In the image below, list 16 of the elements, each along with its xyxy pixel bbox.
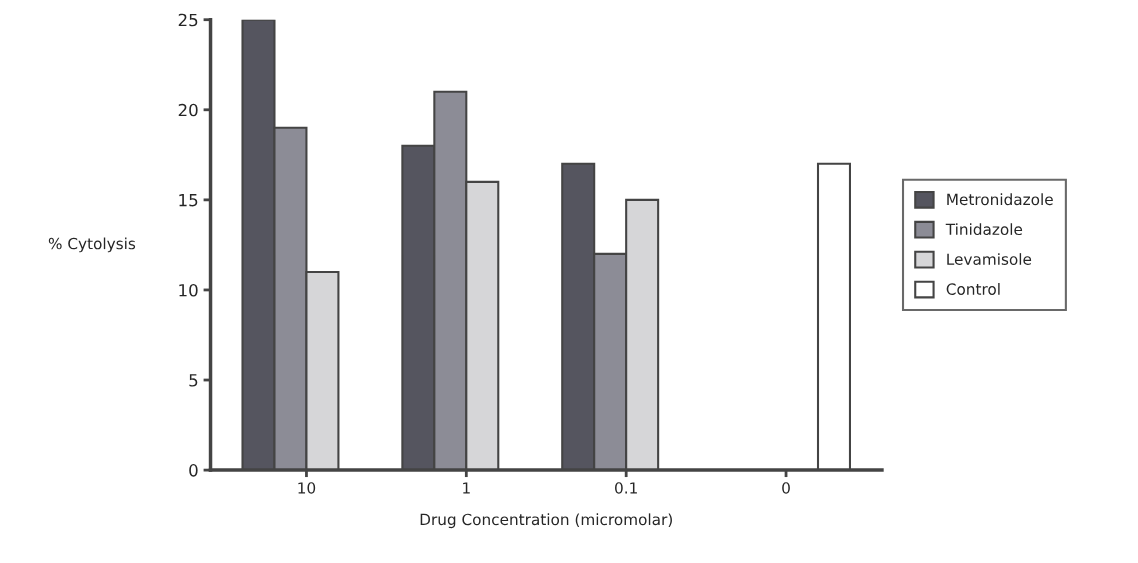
legend-label: Tinidazole bbox=[945, 223, 1023, 236]
x-tick-label: 10 bbox=[298, 482, 316, 494]
x-tick-label: 0 bbox=[782, 482, 790, 494]
legend-label: Control bbox=[946, 283, 1000, 295]
y-tick-label: 15 bbox=[179, 194, 198, 207]
legend-label: Levamisole bbox=[947, 253, 1032, 265]
y-axis-title: % Cytolysis bbox=[48, 237, 136, 253]
x-tick-label: 0.1 bbox=[615, 482, 637, 494]
y-tick-label: 10 bbox=[179, 283, 198, 297]
y-tick-label: 5 bbox=[189, 374, 198, 387]
x-tick-label: 1 bbox=[463, 482, 470, 494]
y-tick-label: 25 bbox=[178, 13, 198, 27]
x-axis-title: Drug Concentration (micromolar) bbox=[420, 513, 672, 529]
y-tick-label: 20 bbox=[178, 103, 198, 117]
y-tick-label: 0 bbox=[189, 464, 198, 477]
legend-label: Metronidazole bbox=[947, 193, 1053, 206]
